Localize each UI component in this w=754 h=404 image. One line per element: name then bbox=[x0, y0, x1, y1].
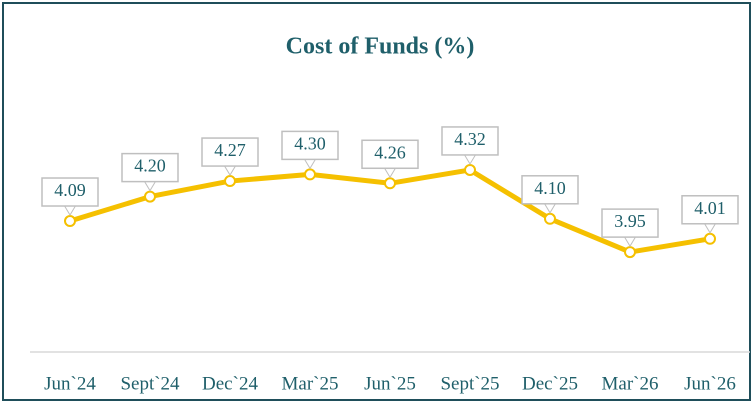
data-label: 4.30 bbox=[294, 134, 326, 154]
marker bbox=[224, 175, 236, 188]
callout-pointer bbox=[383, 167, 397, 179]
x-tick-label: Mar`26 bbox=[602, 373, 659, 394]
marker bbox=[624, 246, 636, 259]
data-label: 4.32 bbox=[454, 129, 486, 149]
marker bbox=[464, 163, 476, 176]
chart-title: Cost of Funds (%) bbox=[286, 34, 475, 60]
data-label: 4.20 bbox=[134, 156, 166, 176]
callout-box bbox=[601, 208, 659, 238]
x-tick-label: Jun`24 bbox=[44, 373, 96, 394]
data-label: 4.01 bbox=[694, 198, 726, 218]
x-tick-label: Jun`26 bbox=[684, 373, 736, 394]
callout-pointer bbox=[463, 153, 477, 165]
data-label: 4.09 bbox=[54, 180, 86, 200]
marker bbox=[304, 168, 316, 181]
callout-box bbox=[521, 175, 579, 205]
x-tick-label: Jun`25 bbox=[364, 373, 416, 394]
callout-box bbox=[41, 177, 99, 207]
callout-box bbox=[121, 152, 179, 183]
x-tick-label: Dec`25 bbox=[522, 373, 578, 394]
data-label: 4.10 bbox=[534, 178, 566, 198]
x-tick-label: Mar`25 bbox=[282, 373, 339, 394]
callout-box bbox=[681, 195, 739, 225]
x-tick-label: Sept`25 bbox=[440, 373, 499, 394]
data-label: 4.27 bbox=[214, 140, 246, 160]
callout-pointer bbox=[63, 204, 77, 216]
callout-pointer bbox=[143, 180, 157, 192]
callout-box bbox=[281, 130, 339, 161]
marker bbox=[544, 212, 556, 225]
x-tick-label: Dec`24 bbox=[202, 373, 258, 394]
marker bbox=[144, 190, 156, 203]
marker bbox=[384, 177, 396, 190]
callout-pointer bbox=[223, 164, 237, 177]
callout-pointer bbox=[623, 235, 637, 248]
callout-pointer bbox=[703, 222, 717, 234]
marker bbox=[64, 215, 76, 228]
callout-box bbox=[201, 137, 259, 167]
callout-pointer bbox=[543, 202, 557, 214]
marker bbox=[704, 232, 716, 245]
x-tick-label: Sept`24 bbox=[120, 373, 180, 394]
callout-pointer bbox=[303, 158, 317, 170]
callout-box bbox=[441, 126, 499, 156]
data-label: 4.26 bbox=[374, 142, 406, 162]
callout-box bbox=[361, 139, 419, 170]
data-label: 3.95 bbox=[614, 211, 646, 231]
